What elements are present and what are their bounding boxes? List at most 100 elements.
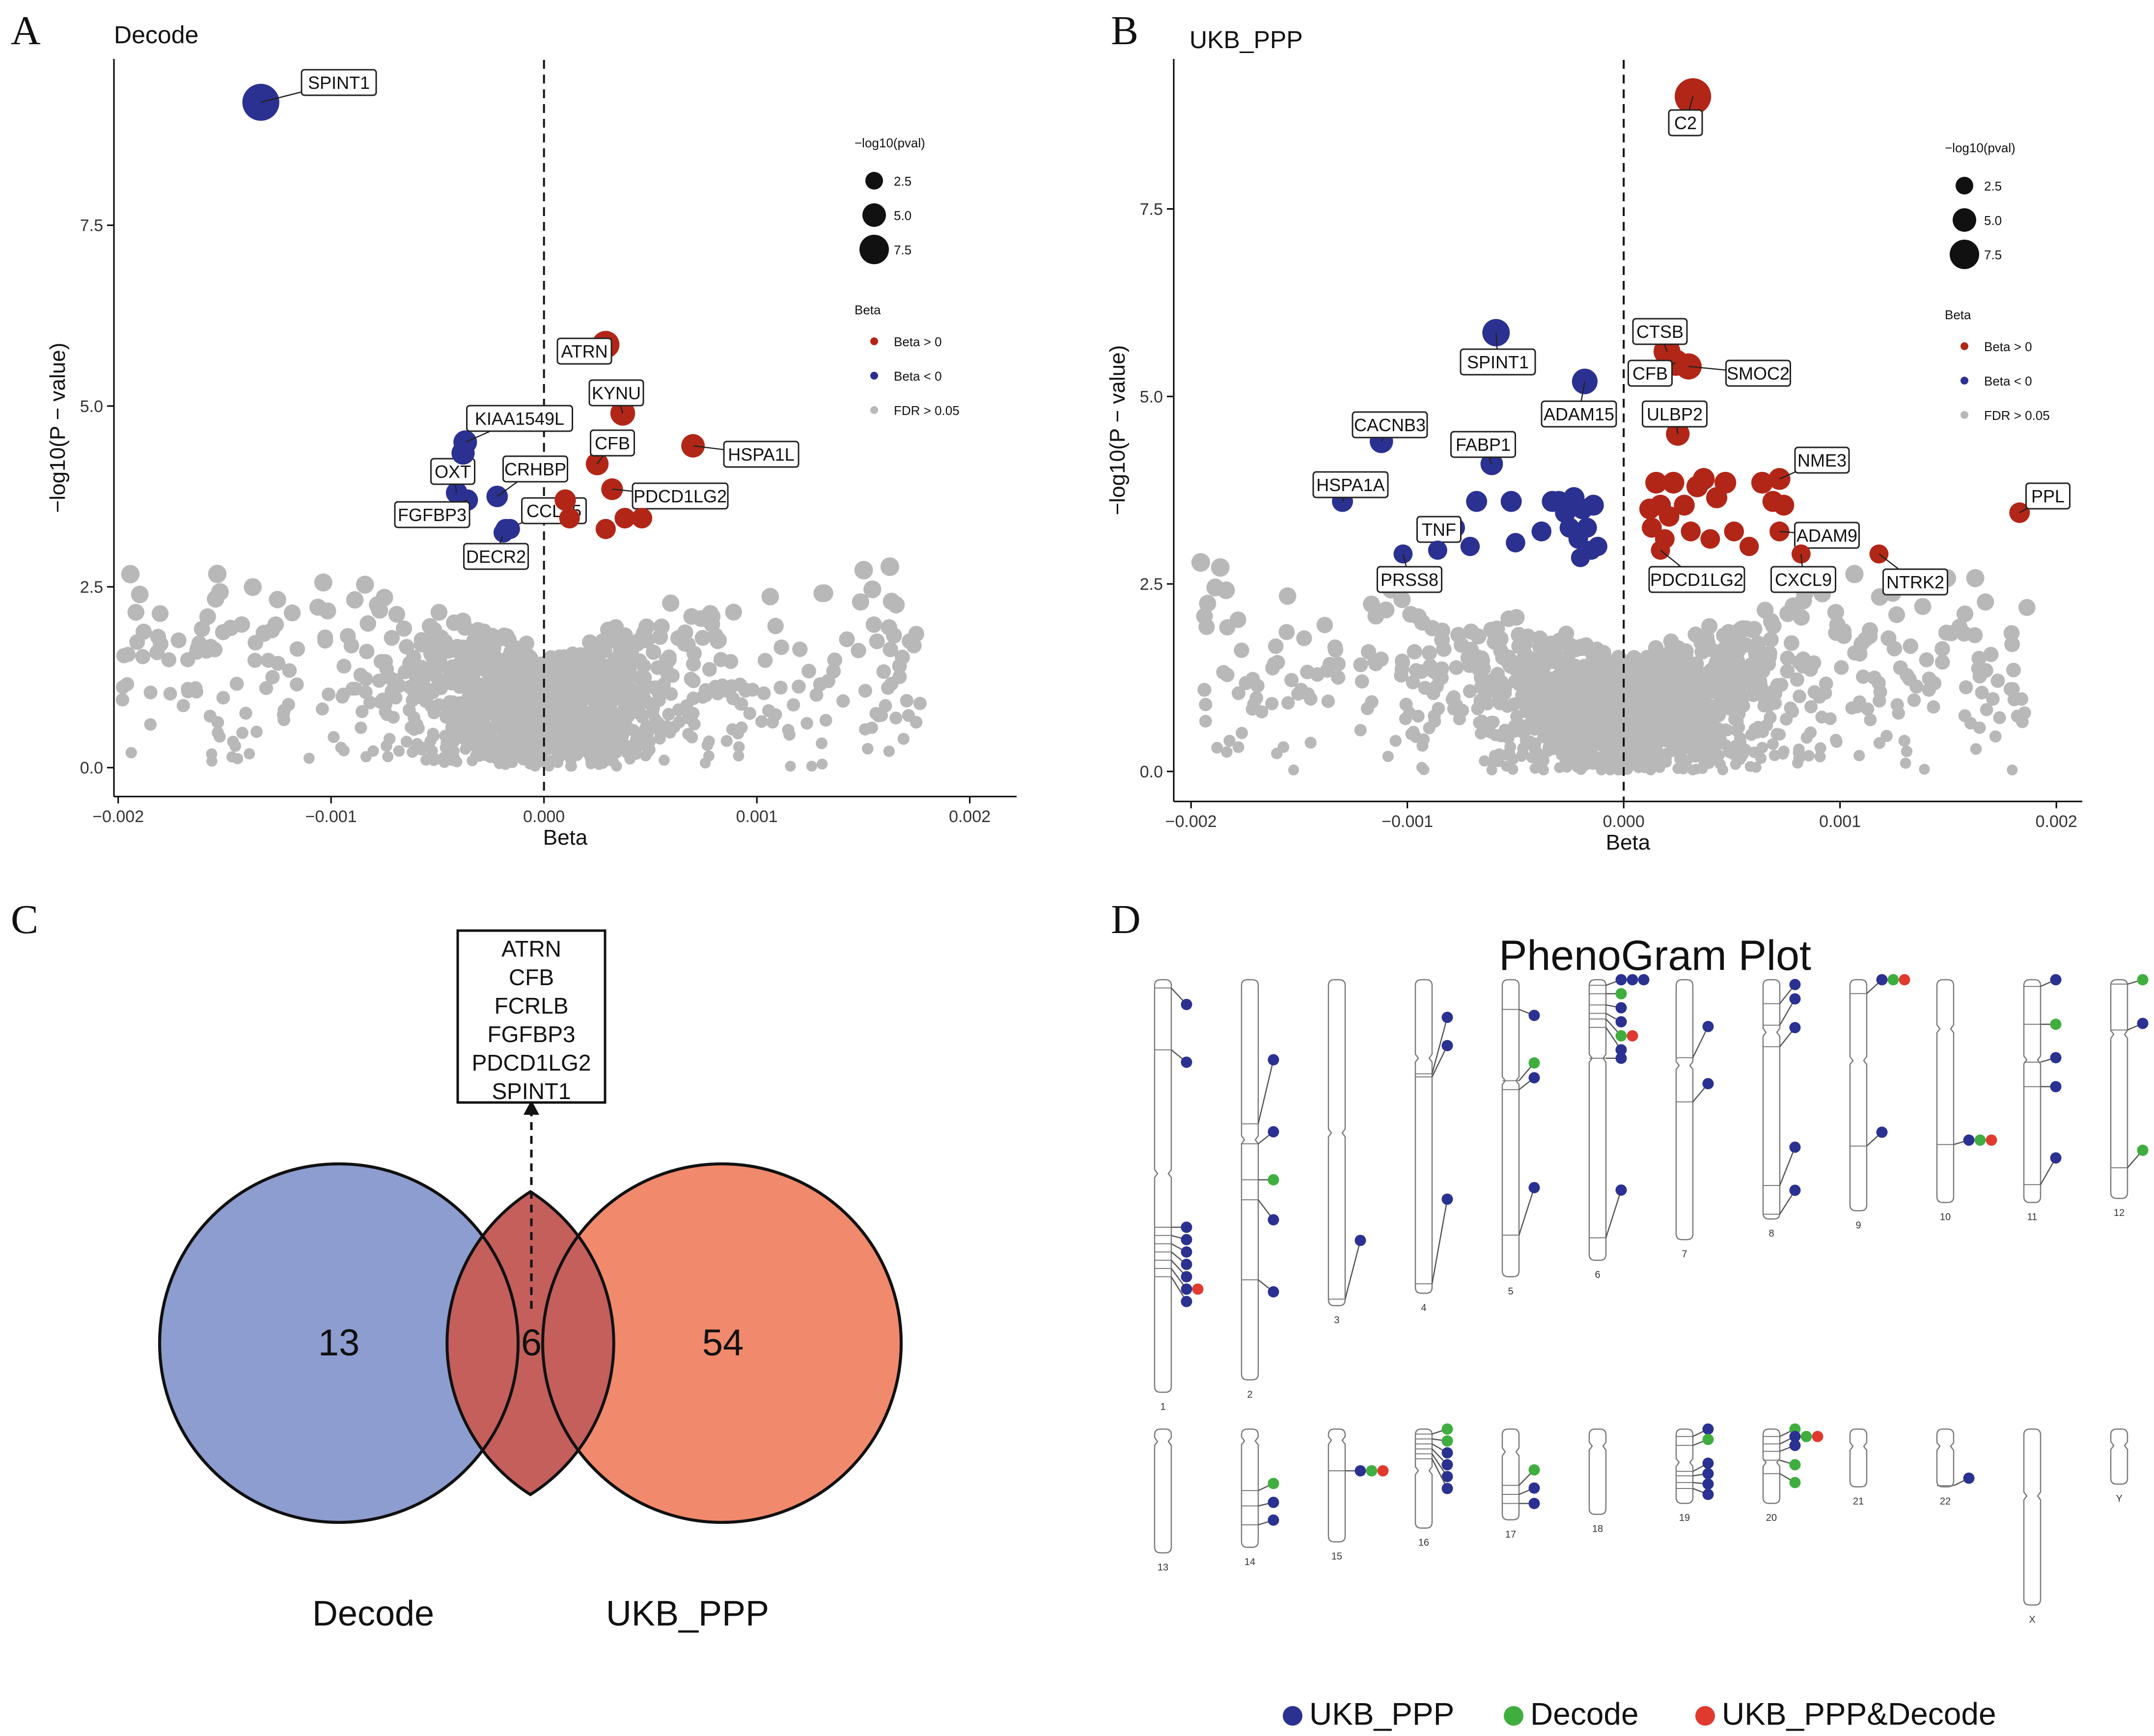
locus-dot-ukb-ppp <box>1181 1234 1192 1245</box>
nonsignificant-point <box>1268 638 1284 654</box>
locus-connector <box>1605 1190 1622 1238</box>
nonsignificant-point <box>593 759 605 770</box>
y-tick-label: 0.0 <box>80 759 103 777</box>
legend-size-label: 7.5 <box>1984 248 2002 262</box>
nonsignificant-point <box>384 630 400 646</box>
nonsignificant-point <box>562 740 574 752</box>
nonsignificant-point <box>441 737 453 749</box>
nonsignificant-point <box>1743 657 1759 672</box>
nonsignificant-point <box>854 561 873 579</box>
significant-point <box>1751 471 1773 494</box>
nonsignificant-point <box>1853 749 1865 762</box>
nonsignificant-point <box>1277 741 1290 753</box>
locus-dot-decode <box>1887 974 1899 986</box>
nonsignificant-point <box>1515 688 1529 702</box>
locus-connector <box>1257 1059 1274 1124</box>
nonsignificant-point <box>665 668 680 683</box>
legend-color-dot <box>870 337 878 345</box>
gene-label-box <box>1668 109 1703 137</box>
gene-label-decr2: DECR2 <box>466 547 526 567</box>
locus-dot-decode <box>1528 1057 1540 1069</box>
nonsignificant-point <box>189 644 205 660</box>
nonsignificant-point <box>424 699 438 713</box>
significant-point <box>1773 495 1795 516</box>
nonsignificant-point <box>507 708 521 722</box>
nonsignificant-point <box>1667 733 1680 745</box>
gene-label-hspa1l: HSPA1L <box>728 444 794 465</box>
nonsignificant-point <box>283 604 301 622</box>
gene-label-c2: C2 <box>1674 113 1697 133</box>
nonsignificant-point <box>143 685 158 700</box>
gene-label-cfb: CFB <box>595 433 630 453</box>
y-tick-label: 2.5 <box>80 578 103 597</box>
chromosome-body <box>2110 1428 2128 1485</box>
nonsignificant-point <box>900 694 913 708</box>
nonsignificant-point <box>1537 641 1553 657</box>
nonsignificant-point <box>359 685 373 699</box>
nonsignificant-point <box>1664 656 1680 671</box>
nonsignificant-point <box>1927 700 1940 714</box>
nonsignificant-point <box>363 696 377 710</box>
nonsignificant-point <box>116 648 132 663</box>
locus-dot-ukb-ppp <box>1528 1498 1540 1510</box>
nonsignificant-point <box>1867 670 1882 685</box>
nonsignificant-point <box>815 584 833 602</box>
nonsignificant-point <box>1198 618 1215 635</box>
nonsignificant-point <box>511 738 523 750</box>
nonsignificant-point <box>1845 565 1864 583</box>
nonsignificant-point <box>720 735 733 747</box>
nonsignificant-point <box>1903 638 1919 654</box>
nonsignificant-point <box>2006 662 2021 678</box>
nonsignificant-point <box>1683 707 1696 720</box>
nonsignificant-point <box>540 720 552 734</box>
nonsignificant-point <box>1495 679 1510 693</box>
nonsignificant-point <box>806 761 817 772</box>
nonsignificant-point <box>127 604 144 621</box>
nonsignificant-point <box>662 594 680 612</box>
nonsignificant-point <box>1331 670 1346 685</box>
nonsignificant-point <box>1620 750 1632 762</box>
nonsignificant-point <box>161 652 177 667</box>
chromosome-label: 21 <box>1853 1496 1864 1507</box>
nonsignificant-point <box>703 616 720 633</box>
nonsignificant-point <box>1678 763 1689 774</box>
nonsignificant-point <box>1746 688 1760 702</box>
chromosome-body <box>1675 979 1694 1240</box>
x-tick-label: −0.002 <box>92 807 144 826</box>
nonsignificant-point <box>539 740 551 752</box>
locus-connector <box>1431 1199 1448 1284</box>
nonsignificant-point <box>247 653 263 668</box>
nonsignificant-point <box>1712 672 1726 687</box>
gene-label-box <box>1725 359 1791 387</box>
nonsignificant-point <box>1622 655 1637 670</box>
nonsignificant-point <box>387 676 401 690</box>
locus-dot-ukb-ppp <box>1615 1184 1627 1196</box>
locus-dot-both <box>1812 1431 1823 1442</box>
nonsignificant-point <box>1975 686 1989 700</box>
chromosome-label: 17 <box>1505 1529 1516 1540</box>
nonsignificant-point <box>686 731 698 744</box>
significant-point <box>1674 495 1695 516</box>
nonsignificant-point <box>1316 617 1333 634</box>
nonsignificant-point <box>1321 694 1335 708</box>
locus-dot-both <box>1627 1030 1638 1042</box>
nonsignificant-point <box>1568 757 1579 769</box>
nonsignificant-point <box>1779 605 1796 622</box>
locus-dot-ukb-ppp <box>1181 1221 1192 1233</box>
gene-label-box <box>632 482 729 510</box>
significant-point <box>1681 521 1701 542</box>
nonsignificant-point <box>229 740 241 752</box>
nonsignificant-point <box>1432 702 1445 716</box>
nonsignificant-point <box>801 663 816 679</box>
nonsignificant-point <box>1553 651 1569 666</box>
nonsignificant-point <box>1648 640 1664 656</box>
y-tick-label: 7.5 <box>80 217 103 235</box>
nonsignificant-point <box>563 705 576 718</box>
nonsignificant-point <box>876 664 891 679</box>
nonsignificant-point <box>1900 667 1914 683</box>
locus-dot-both <box>1986 1134 1997 1146</box>
nonsignificant-point <box>1624 761 1635 772</box>
locus-dot-ukb-ppp <box>1181 1283 1192 1295</box>
nonsignificant-point <box>902 709 915 722</box>
x-tick-label: −0.002 <box>1165 812 1217 831</box>
